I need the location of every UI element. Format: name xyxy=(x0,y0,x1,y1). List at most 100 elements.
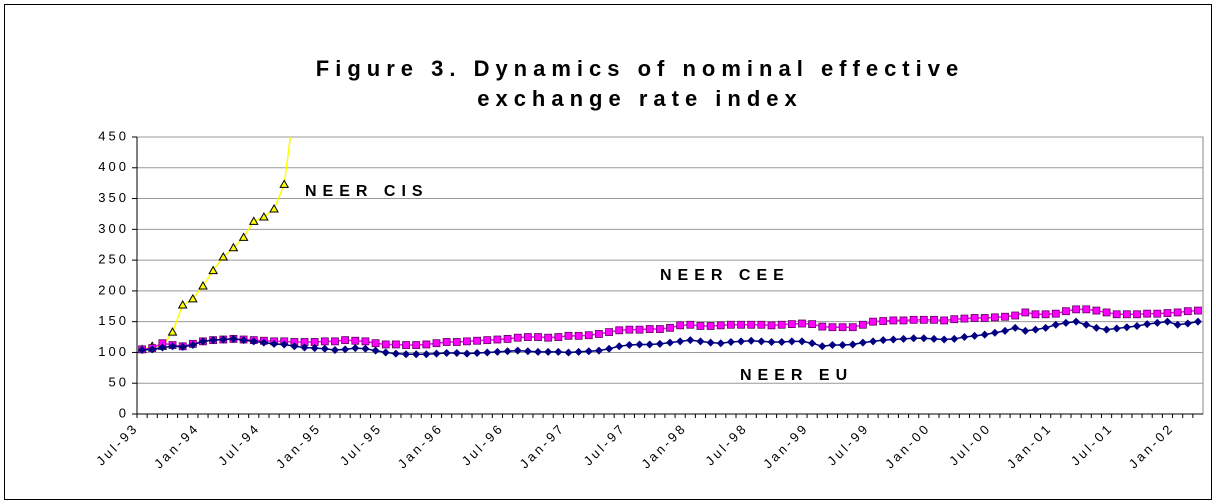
square-marker xyxy=(1011,311,1020,320)
diamond-marker xyxy=(1092,323,1101,332)
diamond-marker xyxy=(838,341,847,350)
square-marker xyxy=(1163,309,1172,317)
y-tick-label: 300 xyxy=(98,221,129,236)
square-marker xyxy=(808,320,817,329)
diamond-marker xyxy=(1001,326,1010,335)
diamond-marker xyxy=(483,348,492,357)
square-marker xyxy=(777,320,786,329)
square-marker xyxy=(1092,306,1101,315)
square-marker xyxy=(595,330,603,338)
diamond-marker xyxy=(351,344,360,353)
diamond-marker xyxy=(300,343,309,352)
square-marker xyxy=(848,323,857,332)
diamond-marker xyxy=(594,346,603,355)
diamond-marker xyxy=(818,342,827,351)
diamond-marker xyxy=(706,338,715,347)
diamond-marker xyxy=(1102,325,1111,334)
diamond-marker xyxy=(879,336,888,345)
square-marker xyxy=(351,336,360,345)
diamond-marker xyxy=(452,349,461,358)
diamond-marker xyxy=(1072,317,1081,326)
square-marker xyxy=(483,336,492,345)
square-marker xyxy=(706,322,715,330)
diamond-marker xyxy=(381,348,390,357)
diamond-marker xyxy=(1193,317,1202,326)
square-marker xyxy=(1133,310,1141,319)
square-marker xyxy=(919,315,928,324)
diamond-marker xyxy=(341,345,350,354)
diamond-marker xyxy=(320,344,329,353)
square-marker xyxy=(361,337,370,346)
diamond-marker xyxy=(980,330,989,339)
series-label: NEER CEE xyxy=(660,267,790,284)
diamond-marker xyxy=(1082,320,1091,329)
square-marker xyxy=(331,337,339,346)
square-marker xyxy=(909,315,918,324)
square-marker xyxy=(584,331,593,340)
square-marker xyxy=(1021,308,1030,317)
diamond-marker xyxy=(605,344,614,353)
diamond-marker xyxy=(686,336,695,345)
diamond-marker xyxy=(432,349,441,358)
diamond-marker xyxy=(462,349,471,358)
square-marker xyxy=(798,319,806,328)
diamond-marker xyxy=(330,345,339,354)
chart-title: Figure 3. Dynamics of nominal effective xyxy=(316,56,964,81)
diamond-marker xyxy=(1153,318,1162,327)
diamond-marker xyxy=(615,342,624,351)
diamond-marker xyxy=(239,336,248,345)
diamond-marker xyxy=(960,333,969,342)
diamond-marker xyxy=(412,350,421,359)
square-marker xyxy=(341,336,350,345)
diamond-marker xyxy=(1061,318,1070,327)
triangle-marker xyxy=(177,300,188,309)
square-marker xyxy=(899,316,908,325)
square-marker xyxy=(442,338,451,346)
y-tick-label: 400 xyxy=(98,159,129,174)
square-marker xyxy=(1143,309,1152,318)
y-tick-label: 450 xyxy=(98,128,129,143)
diamond-marker xyxy=(1183,319,1192,328)
diamond-marker xyxy=(1112,324,1121,333)
square-marker xyxy=(422,340,431,349)
square-marker xyxy=(402,341,410,349)
diamond-marker xyxy=(249,337,258,346)
square-marker xyxy=(828,323,837,332)
triangle-marker xyxy=(218,252,229,261)
diamond-marker xyxy=(787,337,796,346)
square-marker xyxy=(940,316,949,325)
square-marker xyxy=(970,314,979,322)
diamond-marker xyxy=(747,336,756,345)
square-marker xyxy=(869,317,877,326)
diamond-marker xyxy=(564,348,573,357)
diamond-marker xyxy=(574,347,583,356)
diamond-marker xyxy=(554,347,563,356)
diamond-marker xyxy=(655,339,664,348)
diamond-marker xyxy=(1143,320,1152,329)
square-marker xyxy=(980,314,989,322)
square-marker xyxy=(605,328,613,337)
triangle-marker xyxy=(269,204,279,213)
triangle-marker xyxy=(279,179,290,188)
diamond-marker xyxy=(422,350,431,359)
series-label: NEER EU xyxy=(740,367,853,384)
diamond-marker xyxy=(493,347,502,356)
triangle-marker xyxy=(259,212,269,221)
diamond-marker xyxy=(848,340,857,349)
diamond-marker xyxy=(929,334,938,343)
diamond-marker xyxy=(310,344,319,353)
square-marker xyxy=(1112,310,1121,319)
diamond-marker xyxy=(371,346,380,355)
square-marker xyxy=(757,320,766,329)
square-marker xyxy=(767,321,776,330)
square-marker xyxy=(879,317,888,325)
square-marker xyxy=(625,325,634,334)
triangle-marker xyxy=(238,232,249,241)
diamond-marker xyxy=(909,334,918,343)
square-marker xyxy=(818,322,827,331)
square-marker xyxy=(635,325,644,334)
diamond-marker xyxy=(1163,317,1172,326)
plot xyxy=(137,137,1202,359)
square-marker xyxy=(960,314,969,323)
